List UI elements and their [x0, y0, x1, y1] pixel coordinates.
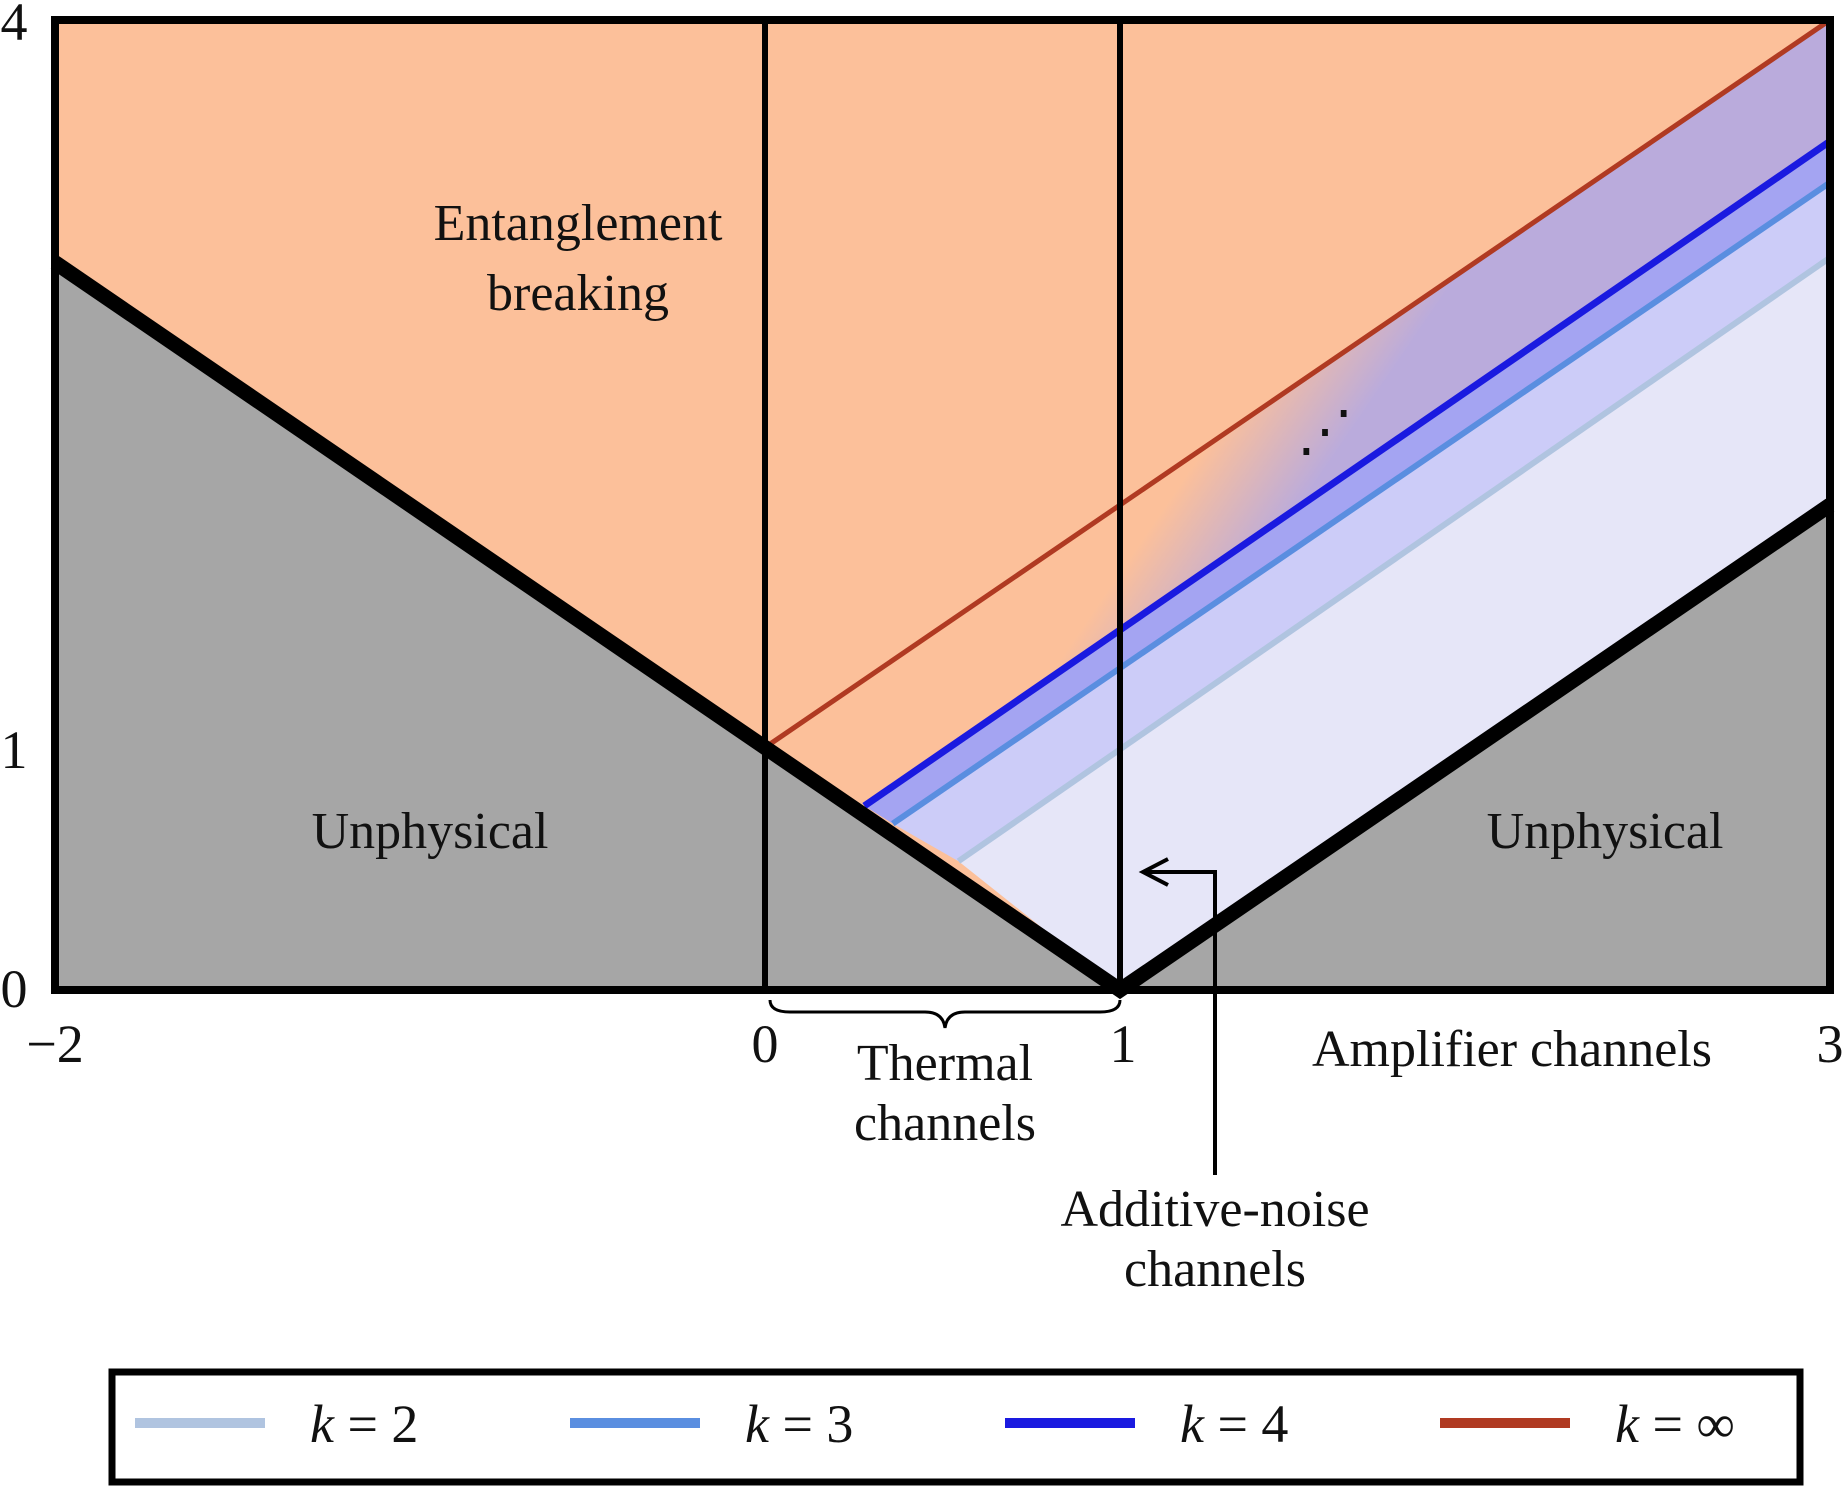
series-line-4	[763, 17, 1832, 750]
x-tick-label: −2	[26, 1014, 83, 1074]
tick-labels: −2 0 1 3 0 1 4	[1, 0, 1844, 1074]
legend-entry: k = ∞	[1440, 1394, 1735, 1454]
x-tick-label: 1	[1110, 1014, 1137, 1074]
series-line-2	[891, 180, 1832, 827]
additive-noise-label-line1: Additive-noise	[1060, 1181, 1369, 1238]
thermal-channels-label-line2: channels	[854, 1095, 1036, 1152]
entanglement-breaking-label-line1: Entanglement	[434, 195, 723, 252]
series-lines	[763, 17, 1832, 864]
plot-regions	[55, 20, 1830, 991]
legend-entry: k = 2	[135, 1394, 418, 1454]
entanglement-breaking-label-line2: breaking	[487, 265, 669, 322]
unphysical-left-label: Unphysical	[312, 803, 549, 860]
legend-entry: k = 4	[1005, 1394, 1288, 1454]
unphysical-right-label: Unphysical	[1487, 803, 1724, 860]
legend: k = 2 k = 3 k = 4 k = ∞	[108, 1368, 1804, 1486]
region-labels: Entanglement breaking Unphysical Unphysi…	[312, 195, 1724, 860]
legend-label: k = 3	[745, 1394, 853, 1454]
band-k4-region	[864, 141, 1830, 824]
legend-label: k = 4	[1180, 1394, 1288, 1454]
legend-label: k = ∞	[1615, 1394, 1735, 1454]
x-tick-label: 0	[752, 1014, 779, 1074]
band-light-region	[958, 257, 1830, 991]
series-line-1	[956, 255, 1832, 864]
y-tick-label: 0	[1, 959, 28, 1019]
amplifier-channels-label: Amplifier channels	[1312, 1021, 1712, 1078]
y-tick-label: 1	[1, 720, 28, 780]
plot-border	[51, 16, 1834, 994]
thermal-brace	[768, 999, 1122, 1029]
additive-noise-arrowhead	[1138, 857, 1169, 887]
band-k3-region	[892, 182, 1830, 862]
y-tick-label: 4	[1, 0, 28, 52]
band-fade-region	[765, 20, 1830, 806]
additive-noise-label-line2: channels	[1124, 1241, 1306, 1298]
legend-label: k = 2	[310, 1394, 418, 1454]
thermal-channels-label-line1: Thermal	[857, 1035, 1033, 1092]
legend-entries: k = 2 k = 3 k = 4 k = ∞	[135, 1394, 1735, 1454]
legend-entry: k = 3	[570, 1394, 853, 1454]
dots-annotation: ⋰	[1297, 401, 1353, 463]
annotations: Thermal channels Amplifier channels Addi…	[768, 857, 1712, 1298]
x-tick-label: 3	[1817, 1014, 1844, 1074]
additive-noise-arrow	[1145, 870, 1217, 1175]
plot-frame	[50, 16, 1835, 1000]
series-line-3	[862, 138, 1832, 809]
